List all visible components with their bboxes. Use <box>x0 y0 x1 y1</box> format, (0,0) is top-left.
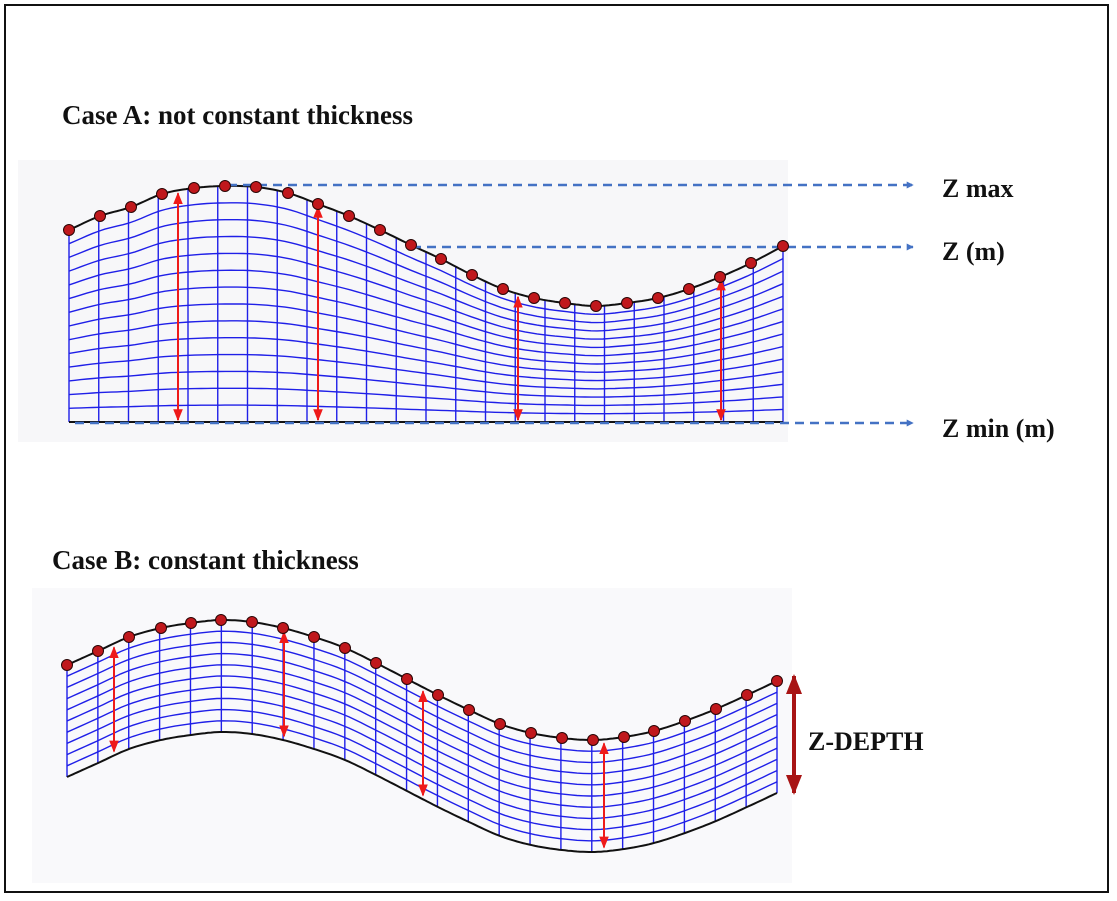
case-a-control-points <box>63 180 789 312</box>
case-b-control-point <box>432 689 444 701</box>
case-b-control-point <box>494 718 506 730</box>
case-a-title: Case A: not constant thickness <box>62 102 413 129</box>
case-a-control-point <box>745 257 757 269</box>
z-m-label: Z (m) <box>942 237 1005 266</box>
case-a-control-point <box>188 182 200 194</box>
case-b-control-point <box>556 732 568 744</box>
case-b-control-point <box>370 657 382 669</box>
case-b-control-point <box>463 704 475 716</box>
case-a-diagram <box>63 180 914 427</box>
case-b-background <box>32 588 792 883</box>
case-a-control-point <box>94 210 106 222</box>
case-b-control-point <box>123 631 135 643</box>
case-b-title-bold: Case B <box>52 545 133 575</box>
case-a-control-point <box>343 210 355 222</box>
case-b-bottom-surface <box>66 731 778 853</box>
case-a-control-point <box>125 201 137 213</box>
case-a-control-point <box>219 180 231 192</box>
case-a-control-point <box>621 297 633 309</box>
case-a-control-point <box>590 300 602 312</box>
case-b-control-point <box>525 727 537 739</box>
case-a-control-point <box>374 224 386 236</box>
case-a-control-point <box>282 187 294 199</box>
case-a-control-point <box>156 188 168 200</box>
case-b-title: Case B: constant thickness <box>52 547 359 574</box>
case-b-control-point <box>215 614 227 626</box>
case-b-control-point <box>246 616 258 628</box>
case-b-control-point <box>679 715 691 727</box>
case-a-control-point <box>312 198 324 210</box>
case-a-title-rest: : not constant thickness <box>142 100 414 130</box>
case-b-control-point <box>771 675 783 687</box>
case-b-control-point <box>741 689 753 701</box>
case-a-title-bold: Case A <box>62 100 143 130</box>
case-b-control-points <box>61 614 783 746</box>
case-b-control-point <box>587 734 599 746</box>
case-b-control-point <box>648 725 660 737</box>
case-a-control-point <box>683 283 695 295</box>
case-a-control-point <box>497 283 509 295</box>
case-a-control-point <box>435 253 447 265</box>
case-b-control-point <box>277 622 289 634</box>
case-b-control-point <box>710 703 722 715</box>
case-b-control-point <box>61 659 73 671</box>
case-b-control-point <box>155 622 167 634</box>
case-b-control-point <box>308 631 320 643</box>
case-a-control-point <box>559 297 571 309</box>
case-a-control-point <box>466 269 478 281</box>
case-a-control-point <box>250 181 262 193</box>
case-a-control-point <box>528 292 540 304</box>
case-b-control-point <box>185 617 197 629</box>
case-b-control-point <box>92 645 104 657</box>
case-b-control-point <box>618 731 630 743</box>
case-a-control-point <box>777 240 789 252</box>
case-b-control-point <box>339 642 351 654</box>
z-min-label: Z min (m) <box>942 414 1055 443</box>
case-a-control-point <box>63 224 75 236</box>
z-max-label: Z max <box>942 174 1014 203</box>
case-a-top-surface <box>68 184 784 307</box>
z-depth-label: Z-DEPTH <box>808 727 924 756</box>
case-a-control-point <box>405 239 417 251</box>
case-a-control-point <box>652 292 664 304</box>
case-b-control-point <box>401 673 413 685</box>
case-b-diagram <box>61 614 802 853</box>
case-a-control-point <box>714 271 726 283</box>
case-b-title-rest: : constant thickness <box>132 545 359 575</box>
